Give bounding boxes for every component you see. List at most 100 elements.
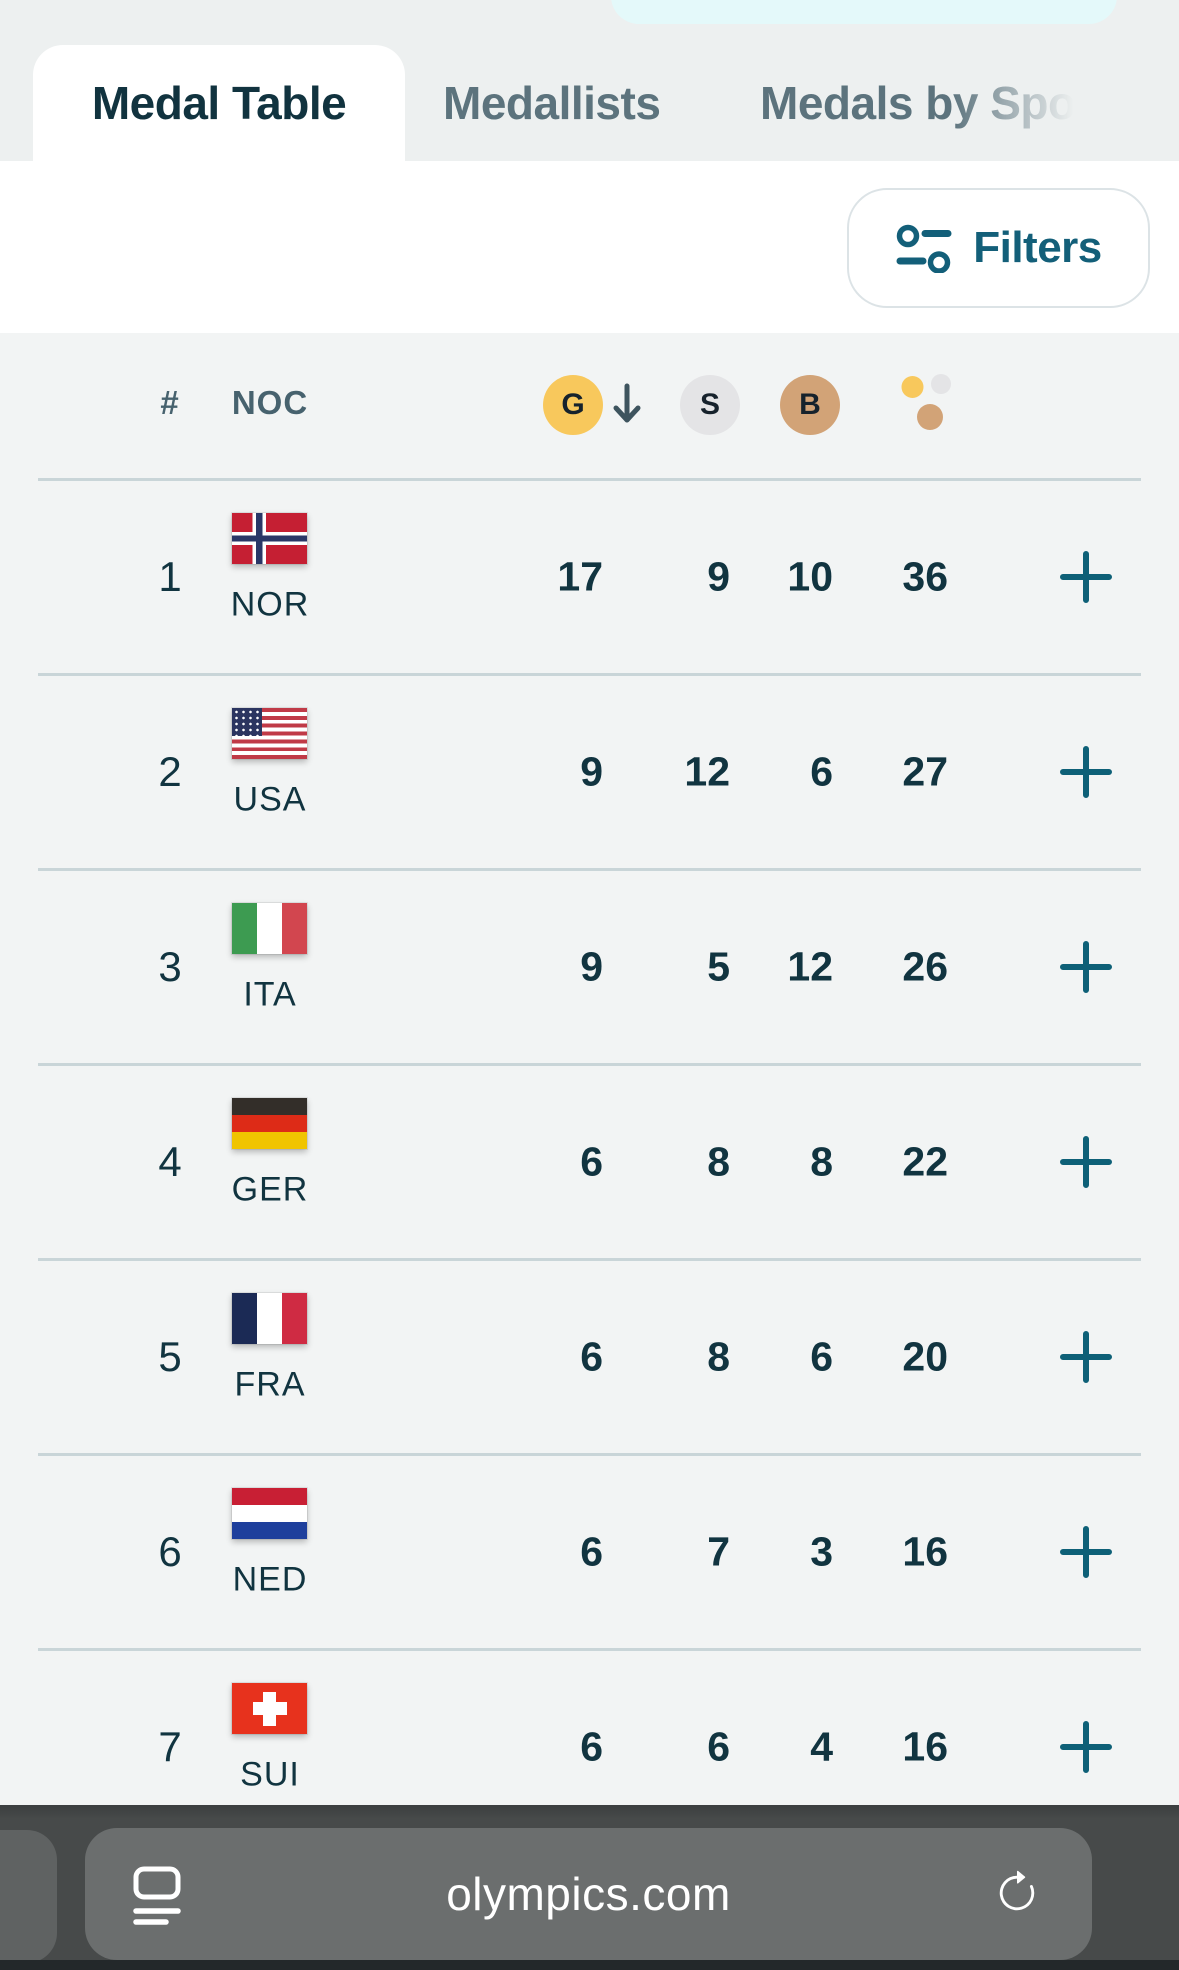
sort-total-button[interactable]: [898, 372, 954, 432]
bronze-cell: 12: [787, 943, 833, 990]
gold-cell: 17: [557, 553, 603, 600]
top-banner: [611, 0, 1117, 24]
sort-gold-button[interactable]: G: [543, 375, 603, 435]
table-row: 1 NOR 17 9 10 36: [0, 478, 1179, 673]
silver-cell: 5: [707, 943, 730, 990]
silver-cell: 12: [684, 748, 730, 795]
italy-flag-icon: [232, 903, 307, 954]
bronze-cell: 6: [810, 1333, 833, 1380]
plus-icon: [1060, 941, 1112, 993]
rank-cell: 4: [158, 1138, 182, 1185]
silver-cell: 9: [707, 553, 730, 600]
netherlands-flag-icon: [232, 1488, 307, 1539]
row-divider: [38, 1453, 1141, 1456]
total-cell: 16: [902, 1528, 948, 1575]
noc-cell: ITA: [243, 975, 297, 1014]
rank-cell: 7: [158, 1723, 182, 1770]
gold-cell: 6: [580, 1138, 603, 1185]
switzerland-flag-icon: [232, 1683, 307, 1734]
bronze-cell: 8: [810, 1138, 833, 1185]
expand-row-button[interactable]: [1060, 551, 1112, 603]
expand-row-button[interactable]: [1060, 1721, 1112, 1773]
url-text: olympics.com: [446, 1868, 731, 1920]
tab-medallists[interactable]: Medallists: [443, 45, 661, 161]
expand-row-button[interactable]: [1060, 941, 1112, 993]
tab-medals-by-sport-label: Medals by Sport: [760, 77, 1108, 129]
total-cell: 27: [902, 748, 948, 795]
plus-icon: [1060, 1526, 1112, 1578]
row-divider: [38, 1648, 1141, 1651]
row-divider: [38, 1063, 1141, 1066]
table-row: 6 NED 6 7 3 16: [0, 1453, 1179, 1648]
tab-medals-by-sport[interactable]: Medals by Sport: [760, 45, 1179, 161]
gold-cell: 9: [580, 748, 603, 795]
table-row: 5 FRA 6 8 6 20: [0, 1258, 1179, 1453]
silver-cell: 8: [707, 1138, 730, 1185]
silver-cell: 6: [707, 1723, 730, 1770]
gold-cell: 6: [580, 1723, 603, 1770]
table-row: 2 USA 9 12 6 27: [0, 673, 1179, 868]
filters-label: Filters: [973, 223, 1102, 272]
expand-row-button[interactable]: [1060, 1526, 1112, 1578]
sort-descending-icon: [613, 383, 641, 423]
plus-icon: [1060, 1136, 1112, 1188]
noc-cell: GER: [231, 1170, 309, 1209]
bronze-letter: B: [799, 388, 821, 421]
plus-icon: [1060, 1331, 1112, 1383]
table-row: 7 SUI 6 6 4 16: [0, 1648, 1179, 1843]
expand-row-button[interactable]: [1060, 1331, 1112, 1383]
bronze-cell: 10: [787, 553, 833, 600]
gold-cell: 6: [580, 1528, 603, 1575]
tab-medallists-label: Medallists: [443, 77, 661, 129]
rank-cell: 6: [158, 1528, 182, 1575]
total-cell: 26: [902, 943, 948, 990]
total-cell: 20: [902, 1333, 948, 1380]
rank-cell: 2: [158, 748, 182, 795]
norway-flag-icon: [232, 513, 307, 564]
row-divider: [38, 673, 1141, 676]
usa-flag-canton: [232, 708, 262, 736]
expand-row-button[interactable]: [1060, 746, 1112, 798]
filters-button[interactable]: Filters: [847, 188, 1150, 308]
gold-cell: 6: [580, 1333, 603, 1380]
noc-cell: SUI: [240, 1755, 300, 1794]
page-menu-icon[interactable]: [133, 1866, 181, 1926]
total-cell: 36: [902, 553, 948, 600]
total-cell: 16: [902, 1723, 948, 1770]
table-row: 3 ITA 9 5 12 26: [0, 868, 1179, 1063]
france-flag-icon: [232, 1293, 307, 1344]
gold-letter: G: [561, 388, 585, 421]
silver-cell: 8: [707, 1333, 730, 1380]
plus-icon: [1060, 746, 1112, 798]
sort-silver-button[interactable]: S: [680, 375, 740, 435]
reload-icon[interactable]: [994, 1870, 1040, 1916]
bronze-cell: 3: [810, 1528, 833, 1575]
total-cell: 22: [902, 1138, 948, 1185]
table-row: 4 GER 6 8 8 22: [0, 1063, 1179, 1258]
row-divider: [38, 1258, 1141, 1261]
usa-flag-icon: [232, 708, 307, 759]
row-divider: [38, 478, 1141, 481]
tab-medal-table-label: Medal Table: [91, 77, 347, 129]
address-bar[interactable]: olympics.com: [85, 1828, 1092, 1960]
silver-letter: S: [699, 388, 720, 421]
toolbar-panel: Filters: [0, 161, 1179, 333]
total-medals-icon: [901, 374, 951, 430]
plus-icon: [1060, 551, 1112, 603]
gold-cell: 9: [580, 943, 603, 990]
previous-tab-stub[interactable]: [0, 1830, 57, 1963]
header-noc: NOC: [231, 384, 309, 421]
noc-cell: NOR: [230, 585, 310, 624]
bronze-cell: 4: [810, 1723, 833, 1770]
tab-medal-table[interactable]: Medal Table: [33, 45, 405, 161]
bronze-cell: 6: [810, 748, 833, 795]
expand-row-button[interactable]: [1060, 1136, 1112, 1188]
rank-cell: 5: [158, 1333, 182, 1380]
sort-bronze-button[interactable]: B: [780, 375, 840, 435]
medal-table: # NOC G S B 1: [0, 333, 1179, 1805]
bottom-edge-strip: [0, 1960, 1179, 1970]
browser-toolbar: olympics.com: [0, 1805, 1179, 1970]
silver-cell: 7: [707, 1528, 730, 1575]
plus-icon: [1060, 1721, 1112, 1773]
